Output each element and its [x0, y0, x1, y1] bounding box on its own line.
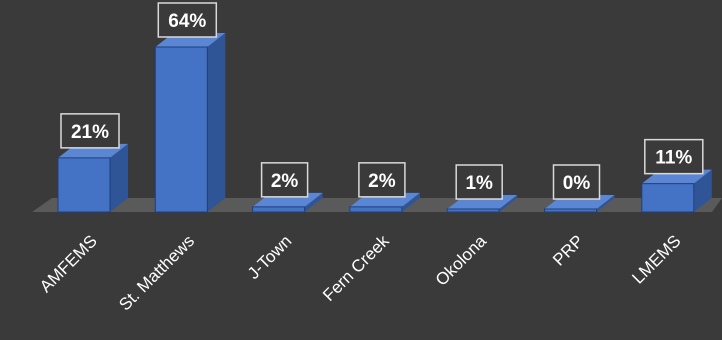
- category-label-4: Okolona: [432, 231, 491, 290]
- data-label-box: [60, 113, 120, 149]
- bar-front: [57, 157, 111, 213]
- data-label-text: 2%: [271, 171, 299, 192]
- data-label-box: [358, 162, 406, 198]
- data-label-6: 11%: [644, 138, 704, 175]
- bar-side: [110, 143, 128, 212]
- data-label-box: [644, 138, 704, 175]
- data-label-3: 2%: [358, 162, 406, 198]
- bar-front: [544, 208, 597, 213]
- bar-front: [641, 183, 695, 213]
- data-label-text: 1%: [465, 173, 493, 194]
- bar-side: [207, 33, 226, 212]
- bar-side: [401, 192, 420, 212]
- bar-front: [446, 208, 500, 213]
- bar-1: [154, 33, 226, 213]
- bar-0: [57, 143, 128, 213]
- data-label-box: [552, 164, 601, 200]
- data-label-text: 11%: [655, 148, 692, 169]
- data-label-1: 64%: [157, 2, 218, 38]
- data-label-4: 1%: [455, 164, 503, 200]
- data-label-text: 2%: [368, 171, 396, 192]
- bar-side: [304, 192, 323, 212]
- data-labels: 21% 64% 2% 2% 1% 0% 11%: [60, 2, 704, 200]
- bar-6: [641, 169, 712, 213]
- bar-side: [499, 195, 518, 212]
- data-label-text: 64%: [168, 11, 206, 32]
- category-labels: AMFEMS St. Matthews J-Town Fern Creek Okolon…: [36, 231, 685, 314]
- data-label-0: 21%: [60, 113, 120, 149]
- category-label-3: Fern Creek: [319, 231, 393, 305]
- data-label-text: 0%: [563, 173, 591, 194]
- data-label-box: [157, 2, 218, 38]
- category-label-6: LMEMS: [628, 231, 684, 287]
- category-label-1: St. Matthews: [115, 231, 198, 314]
- bar-front: [154, 46, 208, 213]
- data-label-text: 21%: [71, 122, 109, 143]
- category-label-2: J-Town: [244, 231, 296, 283]
- data-label-5: 0%: [552, 164, 601, 200]
- category-label-5: PRP: [549, 231, 587, 269]
- bar-front: [349, 206, 403, 213]
- bar-side: [693, 169, 712, 212]
- bar-side: [596, 195, 615, 212]
- data-label-2: 2%: [260, 162, 309, 198]
- data-label-box: [260, 162, 309, 198]
- data-label-box: [455, 164, 503, 200]
- bar-front: [252, 206, 306, 213]
- category-label-0: AMFEMS: [36, 231, 101, 296]
